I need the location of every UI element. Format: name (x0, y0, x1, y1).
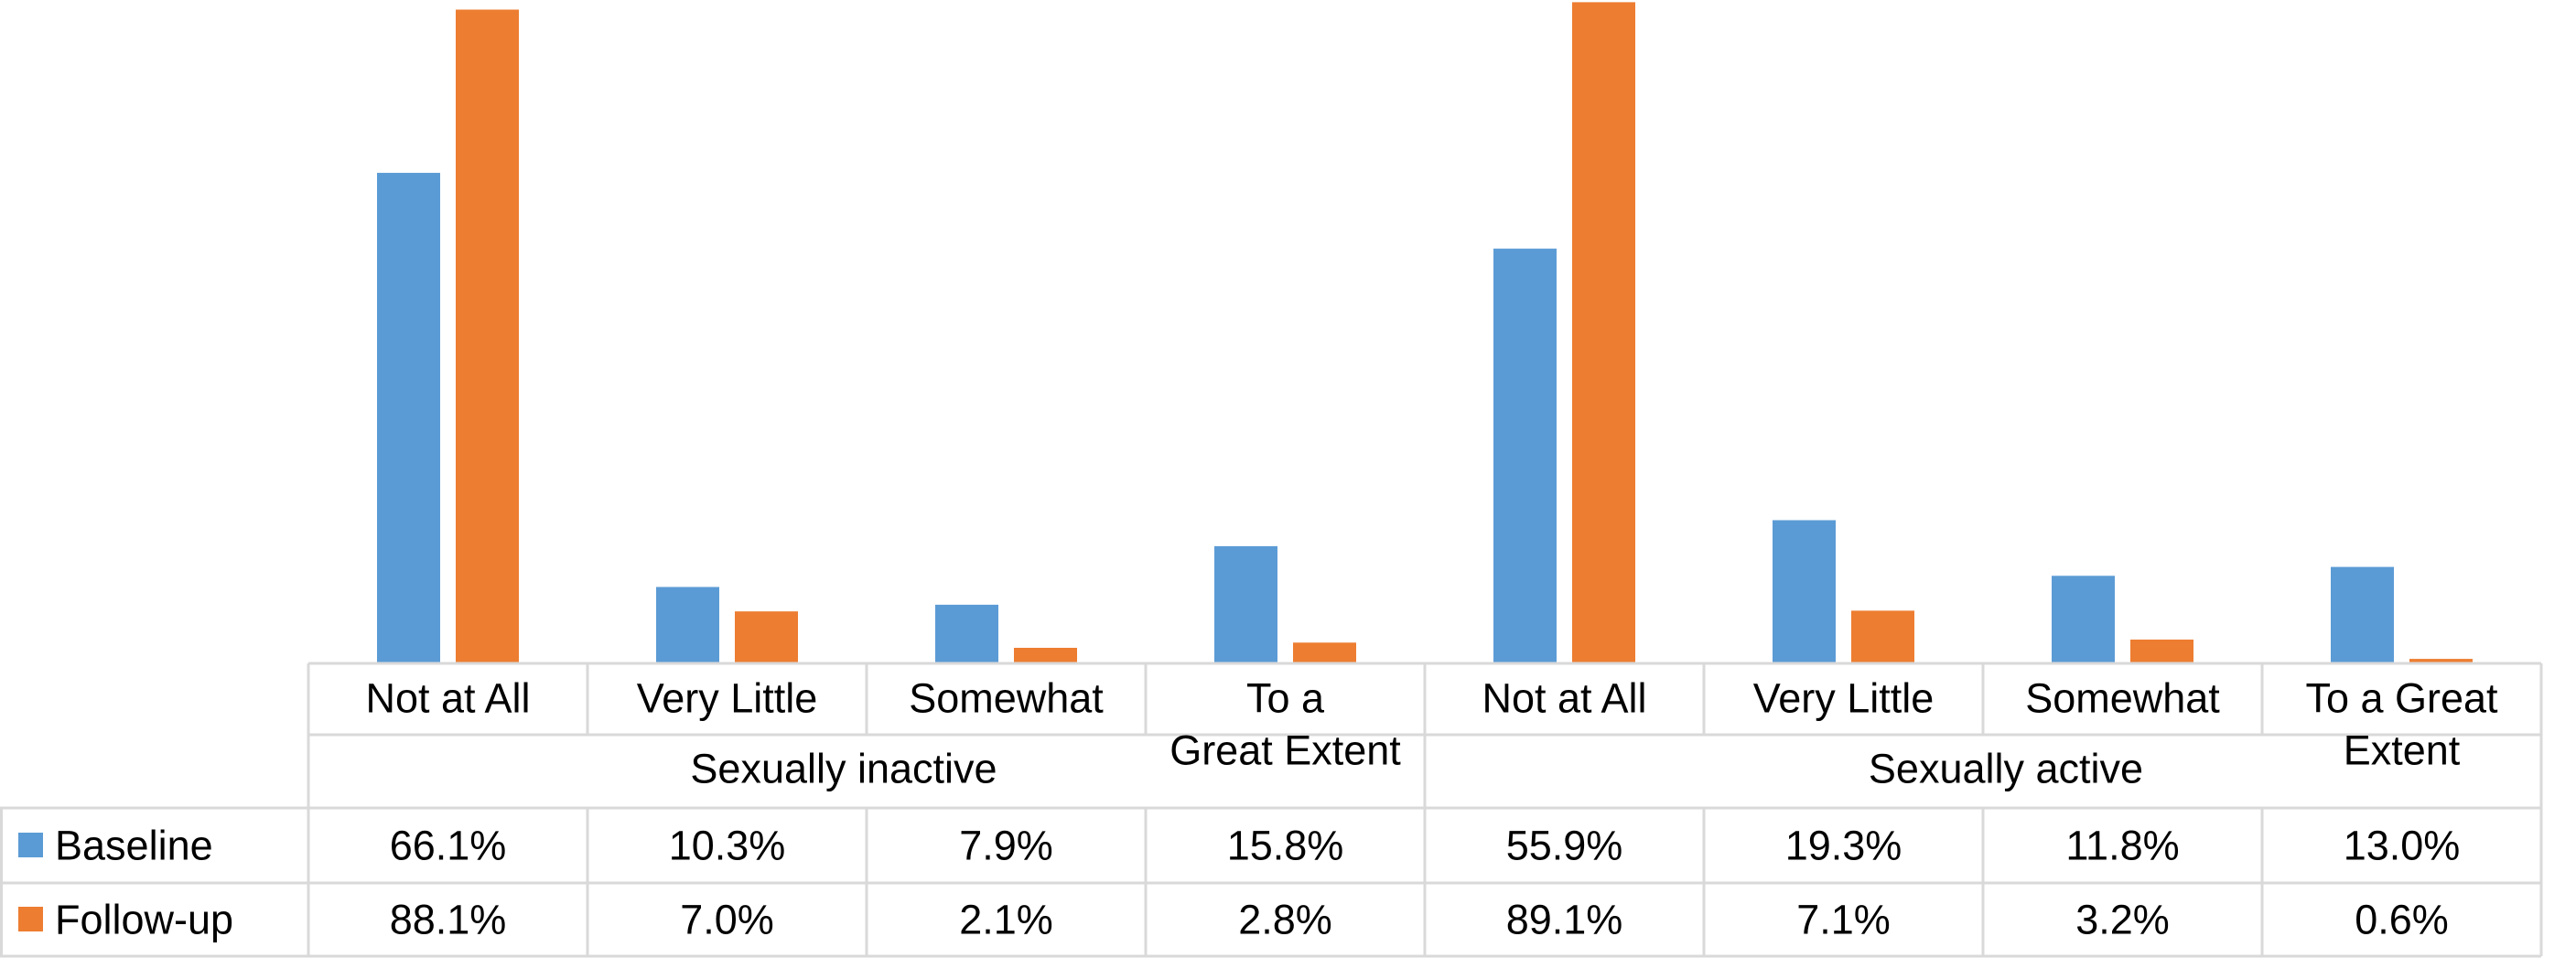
bar-baseline-7 (2052, 576, 2115, 663)
plot-area (377, 2, 2473, 663)
category-label: Very Little (1753, 675, 1935, 722)
data-value-label: 15.8% (1227, 823, 1344, 869)
bar-baseline-4 (1214, 545, 1277, 663)
bar-follow-up-5 (1572, 2, 1635, 663)
category-label: Somewhat (2025, 675, 2220, 722)
data-value-label: 89.1% (1506, 897, 1623, 943)
legend-label: Baseline (55, 823, 213, 869)
data-value-label: 13.0% (2344, 823, 2461, 869)
data-value-label: 7.1% (1796, 897, 1891, 943)
data-value-label: 11.8% (2065, 823, 2179, 869)
bar-follow-up-4 (1293, 642, 1356, 663)
bar-baseline-8 (2331, 566, 2394, 663)
legend-key-baseline (18, 833, 43, 857)
data-value-label: 55.9% (1506, 823, 1623, 869)
bar-baseline-3 (935, 604, 998, 663)
data-table-grid (0, 662, 2543, 958)
data-value-label: 2.1% (959, 897, 1053, 943)
group-label: Sexually active (1869, 746, 2143, 792)
data-value-label: 19.3% (1785, 823, 1902, 869)
category-label: To a Great (2305, 675, 2498, 722)
category-label: Not at All (365, 675, 530, 722)
bar-baseline-1 (377, 172, 440, 663)
category-label: Great Extent (1169, 727, 1401, 774)
data-value-label: 10.3% (669, 823, 786, 869)
category-label: Extent (2344, 727, 2461, 774)
bar-follow-up-3 (1014, 648, 1077, 663)
data-value-label: 7.0% (680, 897, 774, 943)
bar-follow-up-8 (2409, 659, 2473, 663)
data-value-label: 7.9% (959, 823, 1053, 869)
legend-label: Follow-up (55, 897, 233, 943)
data-value-label: 2.8% (1238, 897, 1332, 943)
bar-follow-up-1 (456, 9, 519, 663)
category-label: Somewhat (909, 675, 1104, 722)
data-value-label: 66.1% (390, 823, 507, 869)
bar-follow-up-7 (2130, 640, 2193, 663)
bar-baseline-6 (1773, 520, 1836, 663)
bar-baseline-5 (1493, 248, 1557, 663)
data-value-label: 88.1% (390, 897, 507, 943)
bar-follow-up-2 (735, 611, 798, 663)
data-table-labels: Not at All Very Little Somewhat To a Great E… (18, 675, 2498, 943)
data-value-label: 3.2% (2075, 897, 2170, 943)
category-label: Not at All (1482, 675, 1646, 722)
category-label: Very Little (637, 675, 818, 722)
legend-key-follow-up (18, 907, 43, 931)
bar-follow-up-6 (1851, 610, 1914, 663)
data-value-label: 0.6% (2355, 897, 2449, 943)
group-label: Sexually inactive (690, 746, 997, 792)
bar-baseline-2 (656, 587, 719, 663)
category-label: To a (1246, 675, 1325, 722)
